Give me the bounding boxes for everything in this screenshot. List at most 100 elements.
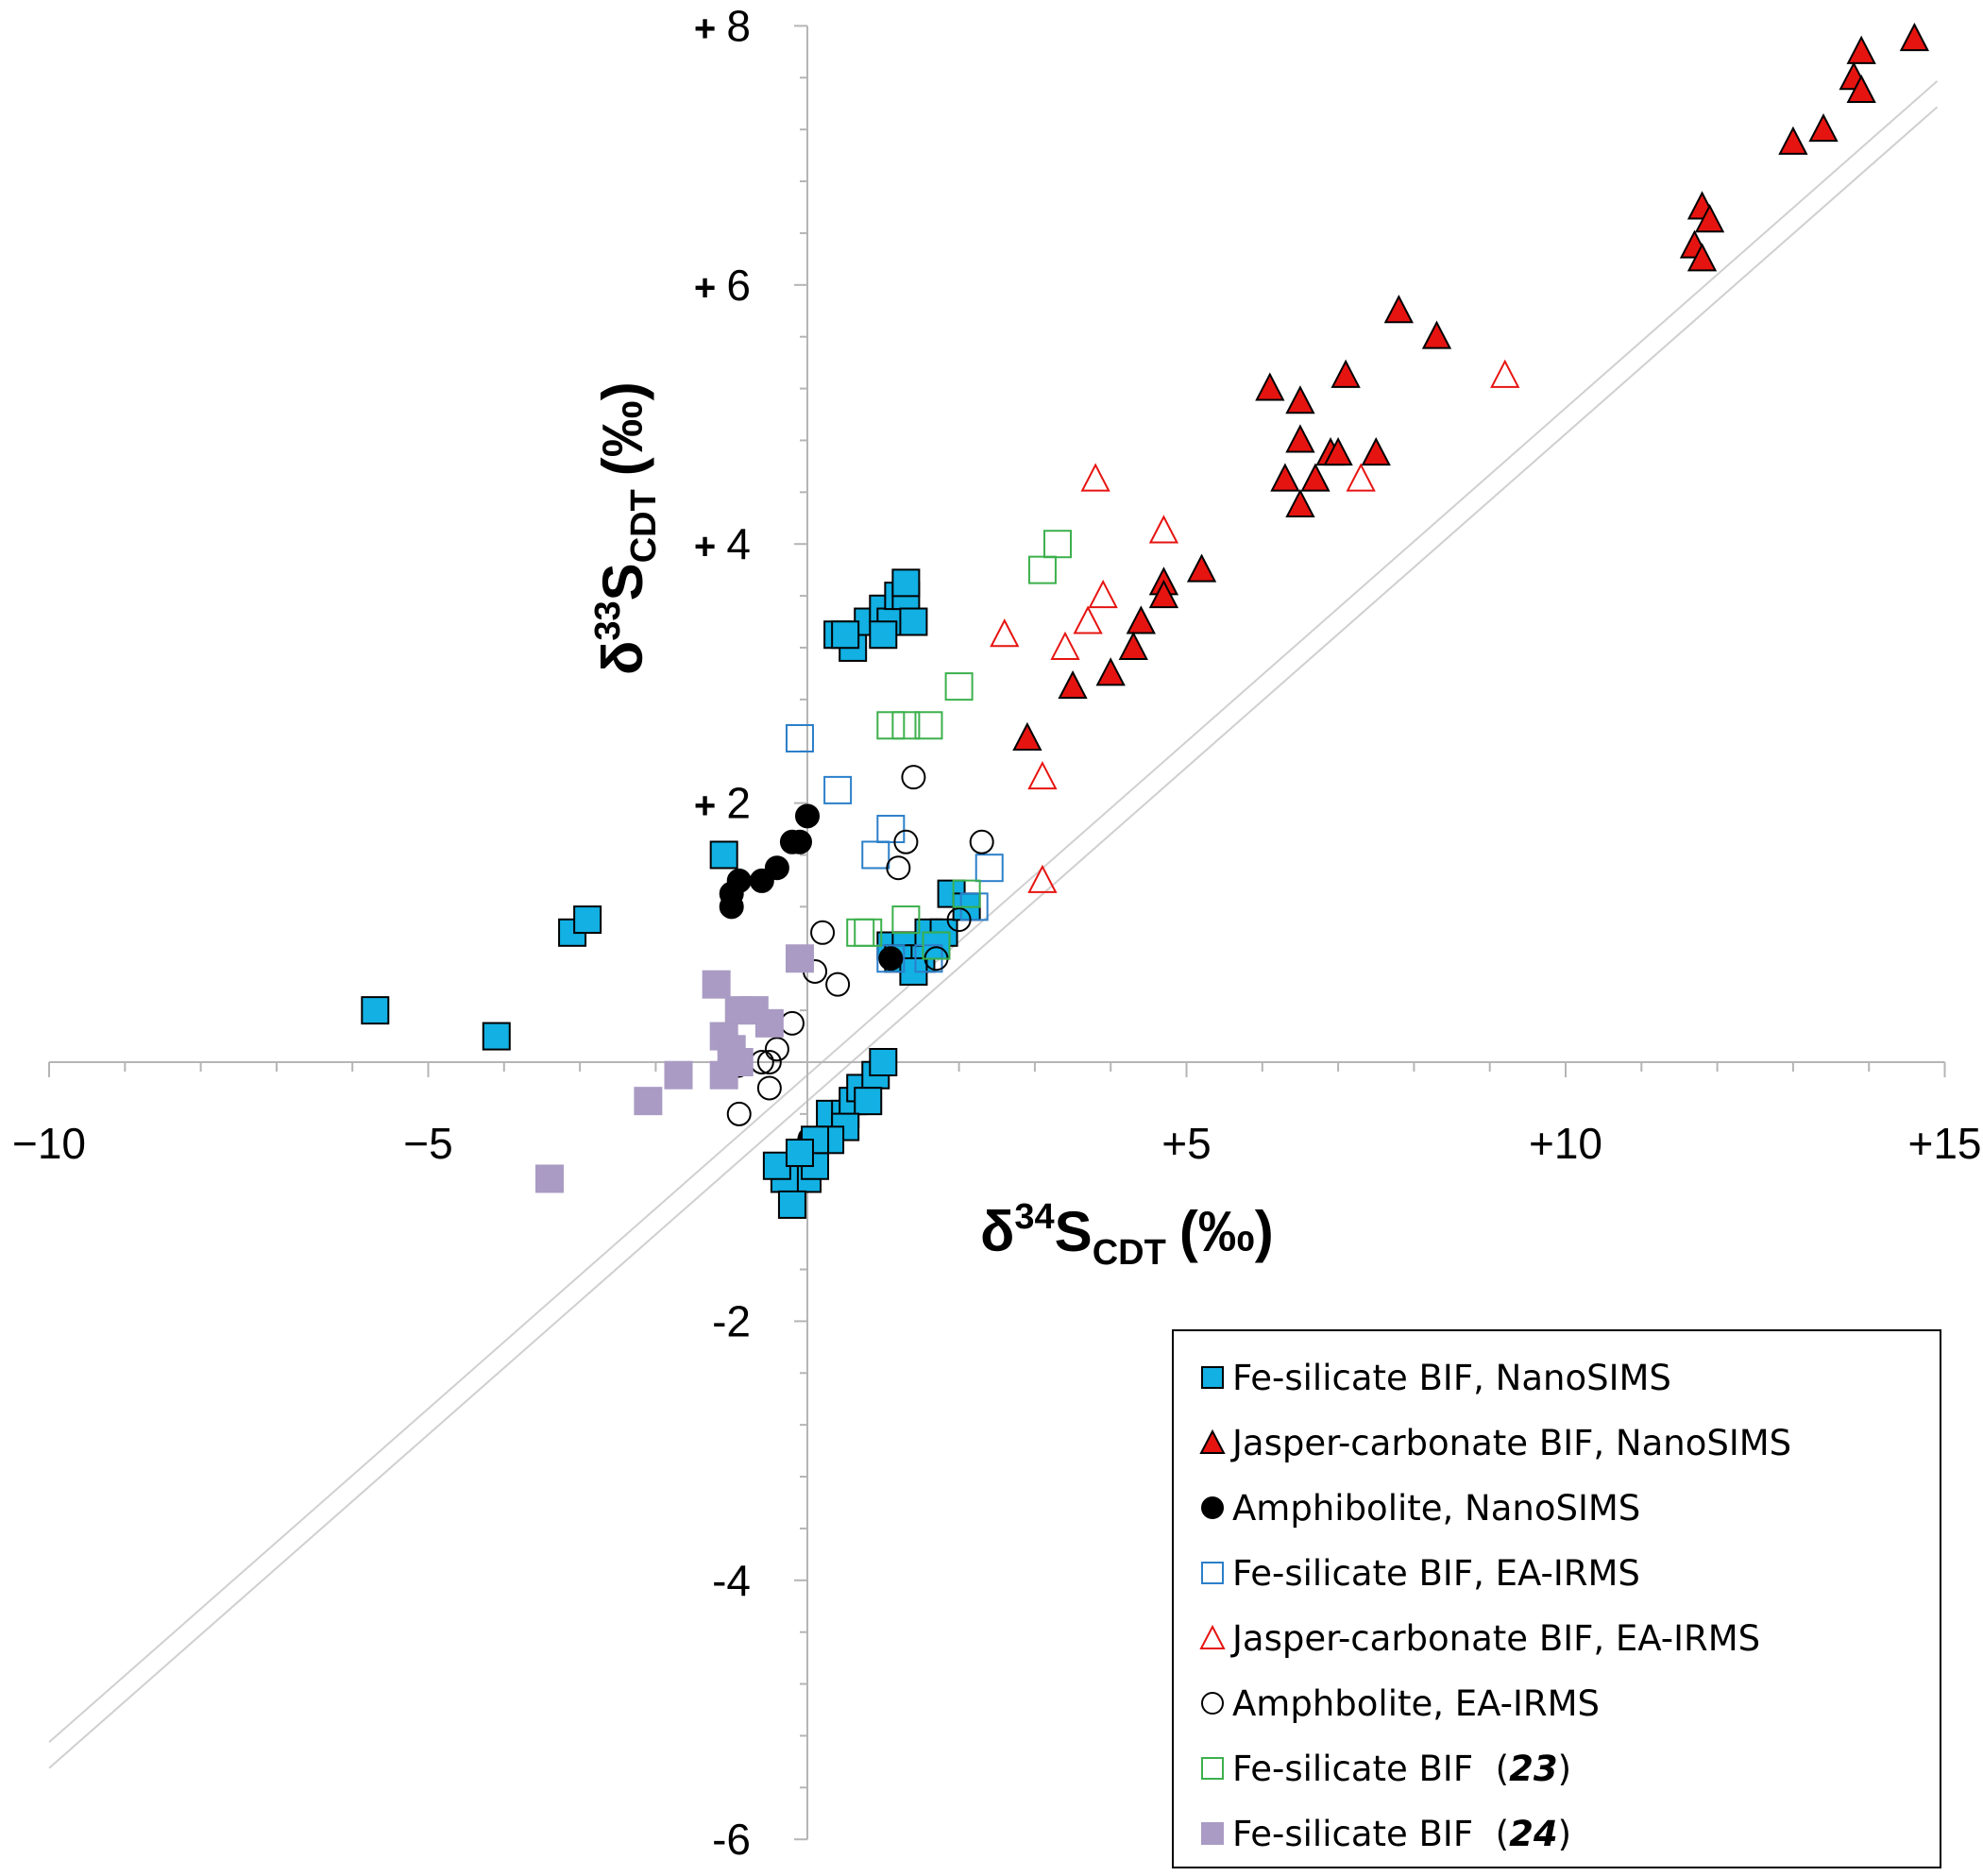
y-tick-number: 8: [726, 1, 751, 50]
data-point-series-4: [1027, 760, 1058, 790]
data-point-series-1: [1899, 22, 1930, 52]
data-point-series-1: [1694, 204, 1725, 233]
data-point-series-0: [891, 568, 921, 598]
legend-marker: [1201, 1562, 1224, 1584]
data-point-series-6: [944, 672, 974, 701]
legend-label: Fe-silicate BIF: [1232, 1813, 1474, 1854]
data-markers: [361, 22, 1930, 1219]
legend-marker: [1201, 1366, 1224, 1389]
y-axis-ticks: + 8+ 6+ 4+ 20-2-4-6: [694, 1, 807, 1864]
y-axis-title-subscript: CDT: [624, 489, 664, 563]
data-point-series-5: [779, 1010, 805, 1036]
data-point-series-1: [1285, 488, 1315, 518]
y-tick-label: -6: [712, 1815, 751, 1864]
data-point-series-2: [719, 894, 744, 920]
data-point-series-3: [823, 775, 853, 804]
data-point-series-6: [846, 918, 875, 947]
x-axis-ticks: −10−50+5+10+15: [12, 1062, 1982, 1168]
data-point-series-5: [756, 1075, 782, 1101]
data-point-series-0: [361, 996, 390, 1025]
y-tick-plus-sign: +: [694, 786, 726, 827]
x-axis-title-unit: (‰): [1179, 1200, 1274, 1263]
legend-item-fe-silicate-ref-24: Fe-silicate BIF (24): [1198, 1805, 1571, 1862]
y-tick-label: -2: [712, 1296, 751, 1345]
data-point-series-4: [1080, 463, 1110, 492]
y-axis-title-delta: δ: [591, 641, 654, 675]
data-point-series-0: [831, 620, 860, 650]
data-point-series-6: [1042, 530, 1072, 559]
data-point-series-5: [969, 829, 994, 854]
legend-marker: [1199, 1428, 1226, 1454]
data-point-series-6: [914, 711, 943, 740]
data-point-series-3: [785, 724, 814, 752]
data-point-series-0: [573, 905, 602, 935]
data-point-series-3: [975, 853, 1004, 883]
data-point-series-0: [899, 607, 928, 636]
data-point-series-6: [952, 879, 981, 908]
data-point-series-6: [922, 931, 951, 960]
data-point-series-4: [1050, 631, 1080, 660]
data-point-series-7: [785, 944, 814, 973]
x-tick-label: −5: [403, 1119, 452, 1168]
y-tick-label: -4: [712, 1556, 751, 1605]
legend-label: Fe-silicate BIF, EA-IRMS: [1232, 1552, 1640, 1594]
data-point-series-6: [891, 905, 921, 935]
data-point-series-1: [1095, 657, 1126, 686]
legend-reference: (24): [1473, 1813, 1572, 1854]
data-point-series-5: [726, 1101, 752, 1126]
y-axis-title-unit: (‰): [591, 381, 654, 476]
data-point-series-5: [810, 920, 836, 945]
data-point-series-2: [795, 803, 820, 829]
data-point-series-2: [779, 829, 805, 854]
data-point-series-2: [878, 946, 904, 972]
data-point-series-1: [1126, 605, 1156, 634]
data-point-series-7: [634, 1087, 663, 1116]
y-tick-number: -2: [712, 1296, 751, 1345]
data-point-series-1: [1846, 35, 1876, 64]
legend-item-fe-silicate-nanosims: Fe-silicate BIF, NanoSIMS: [1198, 1349, 1671, 1406]
y-tick-number: 2: [726, 779, 751, 828]
data-point-series-5: [825, 972, 851, 997]
x-axis-title-superscript: 34: [1014, 1197, 1054, 1237]
x-tick-label: −10: [12, 1119, 86, 1168]
data-point-series-4: [1073, 605, 1103, 634]
data-point-series-1: [1255, 372, 1285, 401]
reference-lines: [48, 80, 1939, 1769]
legend-reference-number: 24: [1509, 1813, 1558, 1854]
data-point-series-5: [946, 907, 972, 933]
y-tick-plus-sign: +: [694, 267, 726, 309]
data-point-series-0: [785, 1139, 814, 1168]
data-point-series-7: [534, 1164, 564, 1193]
x-tick-label: +5: [1161, 1119, 1211, 1168]
reference-line: [48, 106, 1939, 1769]
data-point-series-6: [876, 711, 906, 740]
legend-marker: [1201, 1757, 1224, 1780]
data-point-series-0: [869, 1048, 898, 1076]
legend-marker: [1199, 1624, 1226, 1649]
y-tick-number: -6: [712, 1815, 751, 1864]
data-point-series-7: [702, 970, 731, 999]
data-point-series-4: [1490, 359, 1520, 388]
data-point-series-1: [1118, 631, 1148, 660]
legend-item-fe-silicate-ref-23: Fe-silicate BIF (23): [1198, 1740, 1571, 1797]
reference-line: [48, 80, 1939, 1744]
data-point-series-1: [1421, 320, 1452, 349]
legend-item-amphibolite-nanosims: Amphibolite, NanoSIMS: [1198, 1479, 1640, 1536]
data-point-series-3: [876, 815, 906, 844]
legend-marker: [1201, 1496, 1224, 1519]
y-tick-number: -4: [712, 1556, 751, 1605]
data-point-series-1: [1383, 295, 1414, 324]
data-point-series-1: [1323, 436, 1353, 466]
data-point-series-7: [754, 1008, 784, 1038]
legend-label: Jasper-carbonate BIF, NanoSIMS: [1232, 1422, 1792, 1463]
data-point-series-4: [1088, 579, 1118, 609]
legend-label: Jasper-carbonate BIF, EA-IRMS: [1232, 1617, 1761, 1659]
data-point-series-1: [1012, 721, 1042, 751]
data-point-series-3: [876, 944, 906, 973]
y-tick-label: + 4: [694, 519, 751, 568]
legend-item-fe-silicate-ea-irms: Fe-silicate BIF, EA-IRMS: [1198, 1545, 1640, 1601]
data-point-series-1: [1285, 424, 1315, 453]
legend-marker: [1201, 1692, 1224, 1715]
legend-label: Amphibolite, NanoSIMS: [1232, 1487, 1641, 1529]
